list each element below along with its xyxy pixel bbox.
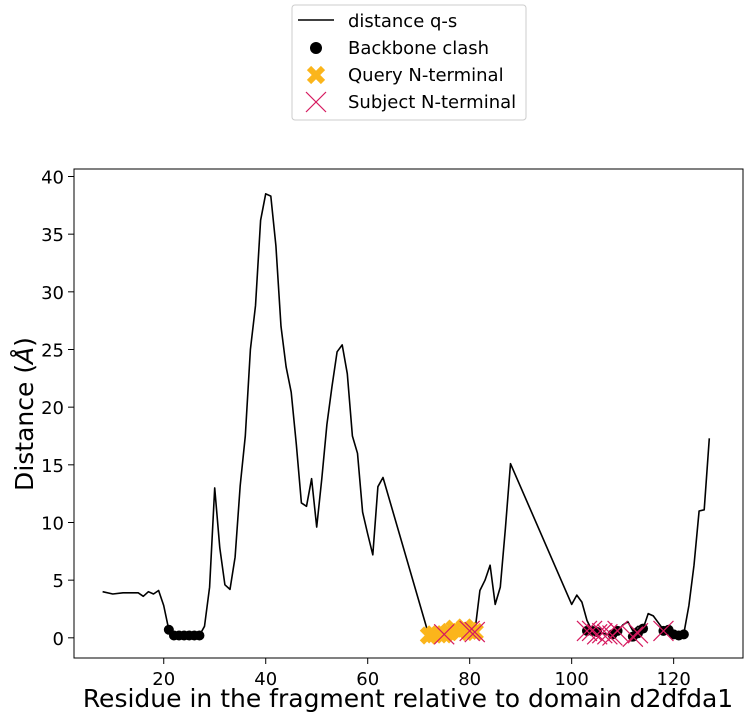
y-tick-label: 15 — [41, 456, 64, 477]
legend-subject-swatch — [305, 91, 327, 113]
legend-frame — [291, 4, 527, 121]
y-tick-label: 25 — [41, 340, 64, 361]
subject-n-terminal-point — [459, 620, 481, 642]
y-tick-label: 10 — [41, 513, 64, 534]
legend-query-swatch — [306, 65, 326, 85]
subject-n-terminal-point — [627, 622, 649, 644]
x-tick-label: 20 — [152, 669, 175, 690]
x-tick-label: 40 — [254, 669, 277, 690]
legend: distance q-s Backbone clash Query N-term… — [291, 4, 527, 121]
legend-entry-subject: Subject N-terminal — [348, 92, 516, 113]
legend-entry-clash: Backbone clash — [348, 38, 489, 59]
backbone-clash-point — [194, 630, 205, 641]
y-tick-label: 0 — [53, 629, 64, 650]
y-axis-label: Distance (Å) — [10, 337, 39, 491]
backbone-clash-point — [678, 629, 689, 640]
legend-clash-swatch — [310, 42, 322, 54]
subject-n-terminal-point — [607, 620, 628, 642]
y-tick-label: 30 — [41, 283, 64, 304]
plot-area — [73, 168, 744, 659]
x-tick-label: 80 — [458, 669, 481, 690]
y-axis: 0 5 10 15 20 25 30 35 40 — [41, 167, 74, 650]
x-tick-label: 120 — [656, 669, 690, 690]
x-axis-label: Residue in the fragment relative to doma… — [83, 684, 733, 713]
y-axis-label-unit: Å — [10, 347, 39, 366]
x-axis: 20 40 60 80 100 120 — [152, 658, 691, 690]
series-layer — [102, 193, 711, 648]
legend-entry-query: Query N-terminal — [348, 65, 504, 86]
x-tick-label: 100 — [554, 669, 588, 690]
y-tick-label: 5 — [53, 571, 64, 592]
subject-n-terminal-point — [433, 623, 455, 645]
y-tick-label: 40 — [41, 167, 64, 188]
x-tick-label: 60 — [356, 669, 379, 690]
backbone-clash-point — [592, 627, 603, 638]
subject-n-terminal-point — [464, 621, 486, 643]
y-tick-label: 35 — [41, 225, 64, 246]
y-axis-label-end: ) — [10, 337, 39, 347]
y-axis-label-main: Distance ( — [10, 364, 39, 491]
subject-n-terminal-point — [622, 626, 644, 648]
legend-entry-distance: distance q-s — [348, 11, 457, 32]
y-tick-label: 20 — [41, 398, 64, 419]
subject-n-terminal-point — [653, 620, 674, 642]
